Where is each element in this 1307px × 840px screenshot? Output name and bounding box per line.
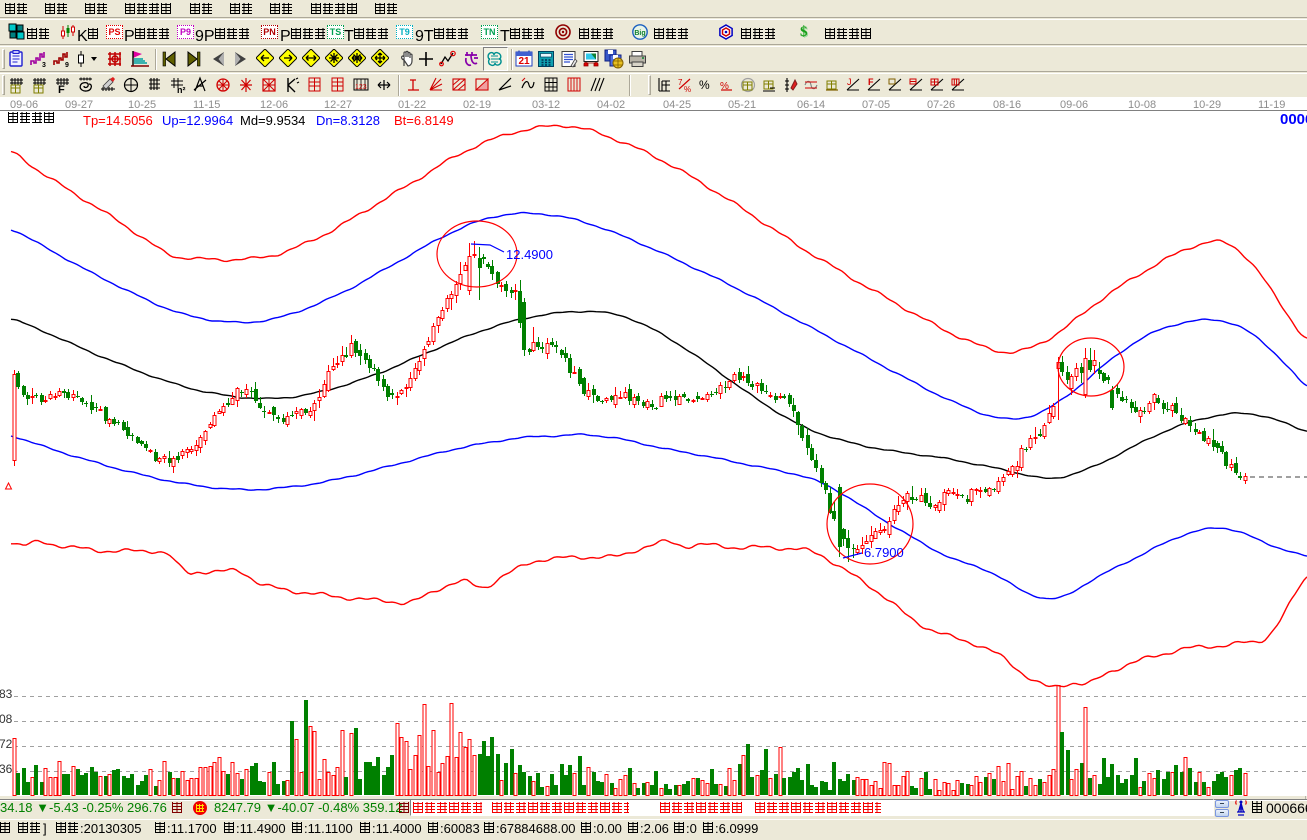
svg-text:08: 08 xyxy=(0,712,13,726)
svg-text:%: % xyxy=(684,85,691,94)
svg-text:3: 3 xyxy=(42,62,46,68)
svg-text:%: % xyxy=(720,81,729,92)
svg-text:J: J xyxy=(847,77,852,87)
svg-text:n²: n² xyxy=(177,85,186,94)
svg-text:F: F xyxy=(58,84,65,94)
svg-text:12.4900: 12.4900 xyxy=(506,247,553,262)
svg-text:F: F xyxy=(868,77,874,87)
svg-text:%: % xyxy=(699,78,710,92)
svg-text:21: 21 xyxy=(518,56,530,67)
svg-text:6.7900: 6.7900 xyxy=(864,545,904,560)
svg-text:123: 123 xyxy=(355,84,367,91)
svg-text:72: 72 xyxy=(0,737,13,751)
svg-text:36: 36 xyxy=(0,762,13,776)
svg-text:7: 7 xyxy=(678,78,683,87)
svg-text:83: 83 xyxy=(0,687,13,701)
svg-text:9: 9 xyxy=(65,62,69,68)
svg-text:Big: Big xyxy=(634,30,645,37)
